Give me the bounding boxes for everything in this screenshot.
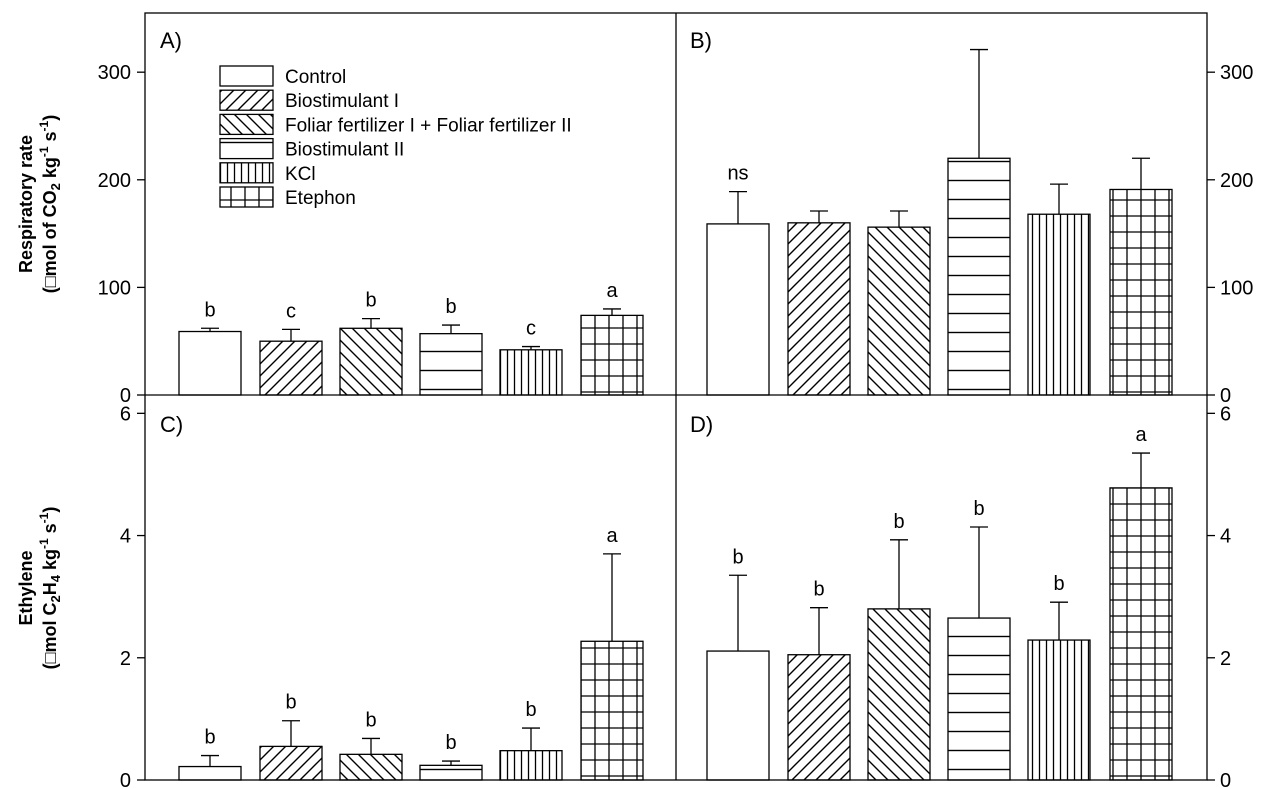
y-tick-label: 200: [98, 170, 131, 192]
bar-kcl: [499, 349, 563, 396]
y-tick-label: 0: [120, 770, 131, 789]
significance-letter: b: [285, 692, 296, 714]
significance-letter: b: [204, 727, 215, 749]
legend-item: Etephon: [219, 186, 356, 209]
panel-b: B) ns: [690, 28, 1173, 396]
significance-letter: a: [606, 280, 618, 302]
y-tick-label: 300: [98, 62, 131, 84]
y-tick-label: 200: [1220, 170, 1253, 192]
y-tick-label: 0: [1220, 770, 1231, 789]
bar-biostimulant-ii: [947, 157, 1011, 396]
legend-item: Control: [219, 65, 346, 88]
legend-swatch: [219, 162, 274, 184]
bar-control: [178, 330, 242, 396]
significance-letter: ns: [727, 163, 748, 185]
y-tick-label: 2: [1220, 648, 1231, 670]
panel-label: D): [690, 412, 713, 437]
bar-foliar-fertilizer-i-foliar-fertilizer-ii: [867, 226, 931, 396]
bar-biostimulant-i: [787, 222, 851, 396]
bar-control: [706, 650, 770, 781]
legend-item: Foliar fertilizer I + Foliar fertilizer …: [219, 113, 572, 136]
y-tick-label: 2: [120, 648, 131, 670]
y-tick-label: 4: [120, 526, 131, 548]
bar-biostimulant-i: [787, 654, 851, 781]
bar-foliar-fertilizer-i-foliar-fertilizer-ii: [339, 327, 403, 396]
legend-label: Control: [285, 67, 346, 88]
significance-letter: b: [365, 290, 376, 312]
bar-biostimulant-ii: [419, 333, 483, 396]
significance-letter: a: [1135, 424, 1147, 446]
bar-etephon: [1109, 188, 1173, 396]
y-axis-title-bottom: Ethylene (□mol C2H4 kg-1 s-1): [16, 507, 63, 670]
significance-letter: b: [732, 546, 743, 568]
bar-etephon: [580, 640, 644, 781]
bar-foliar-fertilizer-i-foliar-fertilizer-ii: [867, 608, 931, 781]
y-axis-title-bottom-line1: Ethylene: [16, 550, 36, 625]
legend-swatch: [219, 89, 274, 111]
significance-letter: b: [525, 699, 536, 721]
panel-label: B): [690, 28, 712, 53]
legend-label: KCl: [285, 164, 316, 185]
significance-letter: b: [1053, 573, 1064, 595]
legend-label: Foliar fertilizer I + Foliar fertilizer …: [285, 115, 572, 136]
bar-foliar-fertilizer-i-foliar-fertilizer-ii: [339, 753, 403, 781]
bar-biostimulant-ii: [419, 764, 483, 781]
y-axis-title-bottom-line2: (□mol C2H4 kg-1 s-1): [37, 507, 63, 670]
significance-letter: b: [813, 579, 824, 601]
y-axis-title-top-line2: (□mol of CO2 kg-1 s-1): [37, 115, 63, 293]
panel-label: A): [160, 28, 182, 53]
plot-frame: [144, 12, 1208, 781]
y-tick-label: 100: [98, 277, 131, 299]
bar-control: [178, 765, 242, 781]
legend-swatch: [219, 137, 274, 160]
legend-label: Biostimulant I: [285, 91, 399, 112]
significance-letter: b: [204, 299, 215, 321]
legend-swatch: [219, 113, 274, 136]
legend-item: Biostimulant I: [219, 89, 399, 112]
bar-control: [706, 223, 770, 396]
significance-letter: b: [445, 732, 456, 754]
legend-item: Biostimulant II: [219, 137, 404, 161]
bar-biostimulant-ii: [947, 617, 1011, 781]
bar-kcl: [499, 750, 563, 781]
significance-letter: b: [365, 709, 376, 731]
panel-d: D) b b b b b a: [690, 412, 1173, 781]
bar-etephon: [1109, 487, 1173, 781]
bar-kcl: [1027, 213, 1091, 396]
legend-swatch: [219, 186, 274, 208]
y-tick-label: 100: [1220, 277, 1253, 299]
bar-biostimulant-i: [259, 745, 323, 781]
significance-letter: c: [526, 318, 536, 340]
y-tick-label: 0: [1220, 385, 1231, 407]
panel-label: C): [160, 412, 183, 437]
y-tick-label: 6: [120, 403, 131, 425]
y-tick-label: 6: [1220, 403, 1231, 425]
bar-biostimulant-i: [259, 340, 323, 396]
significance-letter: b: [445, 296, 456, 318]
bar-etephon: [580, 314, 644, 396]
significance-letter: b: [973, 498, 984, 520]
legend-swatch: [219, 65, 274, 87]
y-tick-label: 4: [1220, 526, 1231, 548]
panel-c: C) b b b b b a: [160, 412, 644, 781]
significance-letter: a: [606, 525, 618, 547]
significance-letter: c: [286, 300, 296, 322]
y-axis-title-top-line1: Respiratory rate: [16, 135, 36, 273]
legend: Control Biostimulant I Foliar fertilizer I…: [219, 65, 572, 209]
legend-label: Biostimulant II: [285, 140, 404, 161]
legend-label: Etephon: [285, 188, 356, 209]
significance-letter: b: [893, 511, 904, 533]
y-tick-label: 300: [1220, 62, 1253, 84]
legend-item: KCl: [219, 162, 316, 185]
y-axis-title-top: Respiratory rate (□mol of CO2 kg-1 s-1): [16, 115, 63, 293]
y-tick-label: 0: [120, 385, 131, 407]
bar-kcl: [1027, 639, 1091, 781]
